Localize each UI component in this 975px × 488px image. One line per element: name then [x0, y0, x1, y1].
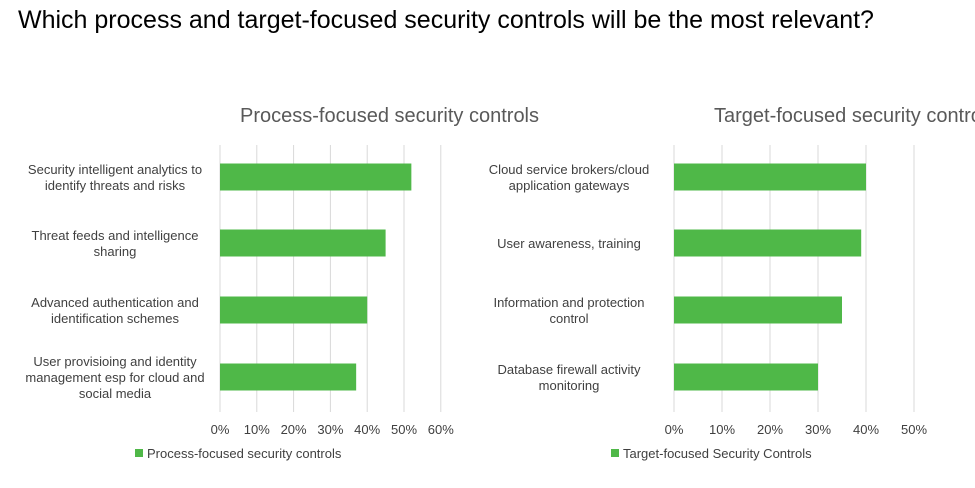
target-legend-swatch [611, 449, 619, 457]
target-tick-label: 0% [665, 422, 684, 437]
process-category-label: Threat feeds and intelligence sharing [32, 228, 199, 259]
target-category-label: Cloud service brokers/cloud application g… [489, 162, 649, 193]
target-tick-label: 10% [709, 422, 735, 437]
process-tick-label: 20% [281, 422, 307, 437]
target-bar [674, 229, 862, 257]
target-bar [674, 163, 866, 191]
process-bar [220, 163, 412, 191]
process-chart: Process-focused security controls 0% 10% 20… [25, 105, 539, 461]
process-tick-label: 0% [211, 422, 230, 437]
target-tick-label: 30% [805, 422, 831, 437]
page-title: Which process and target-focused securit… [18, 6, 874, 34]
process-category-label: Advanced authentication and identificatio… [31, 295, 199, 326]
process-bar [220, 296, 368, 324]
target-chart-title: Target-focused security controls [714, 105, 975, 127]
target-chart: Target-focused security controls 0% 10% 20%… [489, 105, 975, 461]
process-tick-label: 10% [244, 422, 270, 437]
process-category-label: Security intelligent analytics to identif… [28, 162, 202, 193]
target-tick-label: 20% [757, 422, 783, 437]
process-tick-label: 50% [391, 422, 417, 437]
process-bar [220, 363, 357, 391]
target-bar [674, 363, 818, 391]
process-legend-label: Process-focused security controls [147, 446, 342, 461]
target-bar [674, 296, 842, 324]
process-chart-title: Process-focused security controls [240, 105, 539, 127]
target-tick-label: 40% [853, 422, 879, 437]
target-legend-label: Target-focused Security Controls [623, 446, 812, 461]
process-category-label: User provisioing and identity management … [25, 354, 204, 401]
process-legend-swatch [135, 449, 143, 457]
process-tick-label: 40% [354, 422, 380, 437]
process-tick-label: 60% [428, 422, 454, 437]
process-bar [220, 229, 386, 257]
target-category-label: Database firewall activity monitoring [497, 362, 641, 393]
target-category-label: User awareness, training [497, 236, 641, 251]
target-category-label: Information and protection control [493, 295, 644, 326]
target-tick-label: 50% [901, 422, 927, 437]
process-tick-label: 30% [317, 422, 343, 437]
